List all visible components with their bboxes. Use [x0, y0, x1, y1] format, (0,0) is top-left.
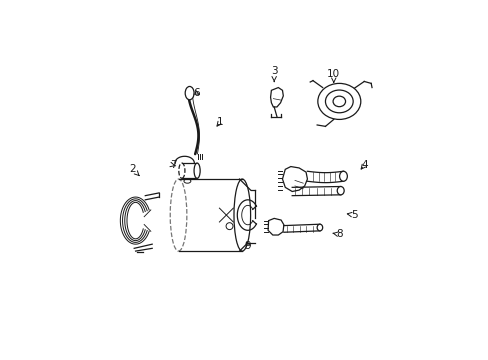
Text: 4: 4	[360, 160, 367, 170]
Text: 10: 10	[326, 69, 340, 82]
Ellipse shape	[317, 84, 360, 120]
Text: 2: 2	[129, 164, 139, 176]
Text: 6: 6	[193, 88, 200, 98]
Ellipse shape	[325, 90, 352, 113]
Ellipse shape	[194, 163, 200, 178]
Ellipse shape	[332, 96, 345, 107]
Ellipse shape	[317, 224, 322, 231]
Text: 9: 9	[244, 240, 251, 251]
Ellipse shape	[337, 186, 344, 195]
Text: 7: 7	[169, 160, 176, 170]
Ellipse shape	[339, 171, 346, 181]
Text: 1: 1	[216, 117, 223, 127]
Ellipse shape	[179, 163, 184, 178]
Text: 8: 8	[332, 229, 342, 239]
Ellipse shape	[185, 86, 194, 100]
Text: 3: 3	[270, 66, 277, 81]
Text: 5: 5	[346, 210, 357, 220]
